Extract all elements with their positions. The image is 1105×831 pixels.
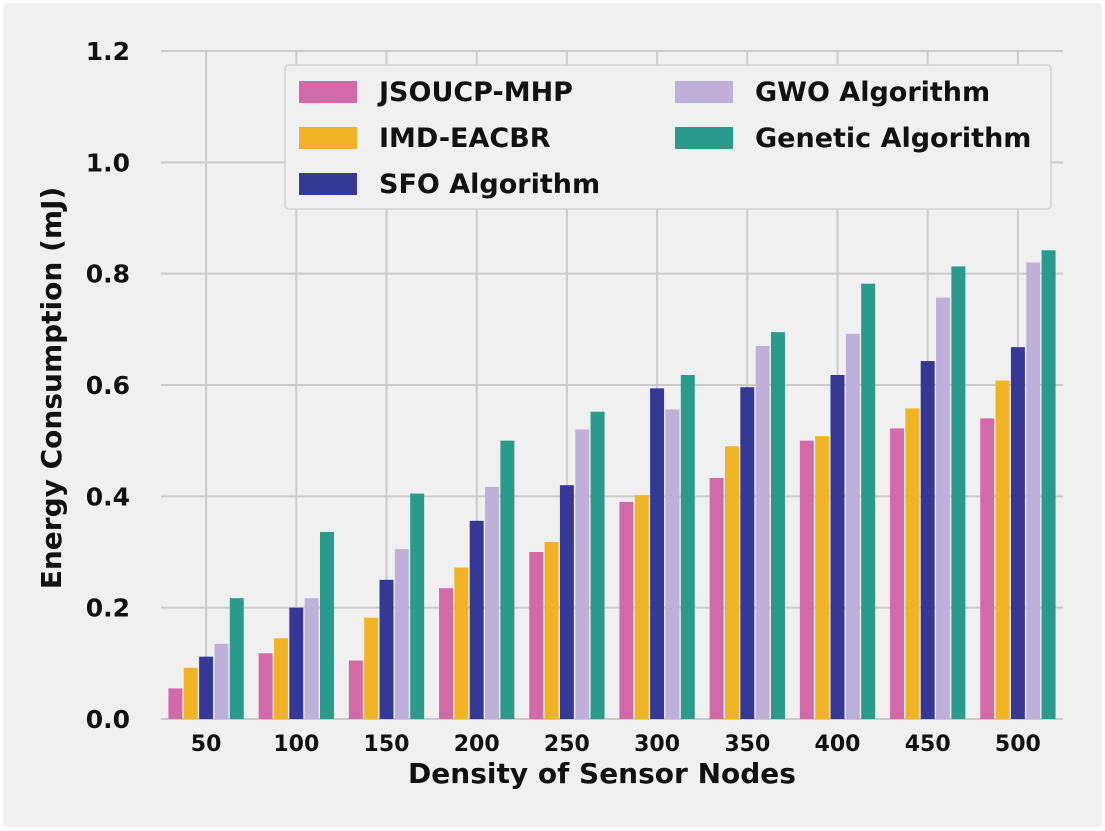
bar [845,333,860,719]
bar [348,660,363,719]
bar [755,346,770,719]
legend-label: Genetic Algorithm [755,123,1031,154]
y-tick-label: 0.0 [86,705,130,734]
legend-box [284,64,1052,210]
bar [168,688,183,719]
bars [168,250,1056,719]
bar [799,440,814,719]
bar [830,374,845,719]
y-tick-label: 0.8 [86,260,130,289]
x-tick-label: 400 [815,732,861,757]
bar [258,653,273,719]
x-tick-label: 200 [454,732,500,757]
legend-swatch [299,173,357,195]
bar [905,408,920,719]
x-tick-label: 100 [273,732,319,757]
legend-swatch [675,81,733,103]
bar [469,520,484,719]
x-tick-label: 250 [544,732,590,757]
bar [724,446,739,719]
bar-chart: 0.0 0.2 0.4 0.6 0.8 1.0 1.2 50 100 150 200 250 300 3… [35,37,1063,790]
bar [1010,347,1025,719]
x-tick-label: 150 [364,732,410,757]
bar [273,638,288,719]
bar [575,429,590,719]
bar [920,361,935,719]
legend-label: SFO Algorithm [379,169,600,200]
legend-swatch [675,127,733,149]
bar [559,485,574,719]
bar [229,598,244,719]
bar [410,493,425,719]
y-tick-label: 0.4 [86,482,130,511]
bar [289,607,304,719]
bar [951,266,966,719]
bar [485,486,500,719]
bar [319,531,334,719]
chart-frame: 0.0 0.2 0.4 0.6 0.8 1.0 1.2 50 100 150 200 250 300 3… [3,3,1102,827]
bar [634,495,649,719]
bar [619,501,634,719]
bar [936,297,951,719]
legend-swatch [299,127,357,149]
legend-label: GWO Algorithm [755,77,990,108]
legend: JSOUCP-MHP IMD-EACBR SFO Algorithm GWO Algo… [284,64,1052,210]
bar [214,643,229,719]
bar [529,552,544,719]
y-tick-label: 1.2 [86,37,130,66]
bar [770,332,785,719]
bar [665,409,680,719]
bar [680,374,695,719]
bar [650,388,665,719]
legend-label: IMD-EACBR [379,123,551,154]
y-axis-title: Energy Consumption (mJ) [35,187,68,590]
legend-label: JSOUCP-MHP [377,77,573,108]
bar [183,667,198,719]
bar [500,440,515,719]
bar [439,588,454,719]
bar [740,387,755,719]
x-tick-label: 450 [905,732,951,757]
bar [364,617,379,719]
bar [590,411,605,719]
y-tick-label: 1.0 [86,148,130,177]
bar [980,418,995,719]
y-tick-label: 0.6 [86,371,130,400]
legend-swatch [299,81,357,103]
x-tick-label: 350 [724,732,770,757]
bar [304,598,319,719]
bar [544,541,559,719]
x-tick-label: 500 [995,732,1041,757]
x-tick-label: 300 [634,732,680,757]
bar [1026,262,1041,719]
x-tick-label: 50 [191,732,222,757]
bar [709,477,724,719]
x-axis-ticks: 50 100 150 200 250 300 350 400 450 500 [191,732,1041,757]
bar [379,579,394,719]
y-tick-label: 0.2 [86,594,130,623]
bar [890,428,905,719]
y-axis-ticks: 0.0 0.2 0.4 0.6 0.8 1.0 1.2 [86,37,130,734]
bar [815,436,830,719]
bar [454,567,469,719]
bar [995,380,1010,719]
bar [199,656,214,719]
bar [394,549,409,719]
x-axis-title: Density of Sensor Nodes [408,757,796,790]
bar [861,283,876,719]
bar [1041,250,1056,719]
